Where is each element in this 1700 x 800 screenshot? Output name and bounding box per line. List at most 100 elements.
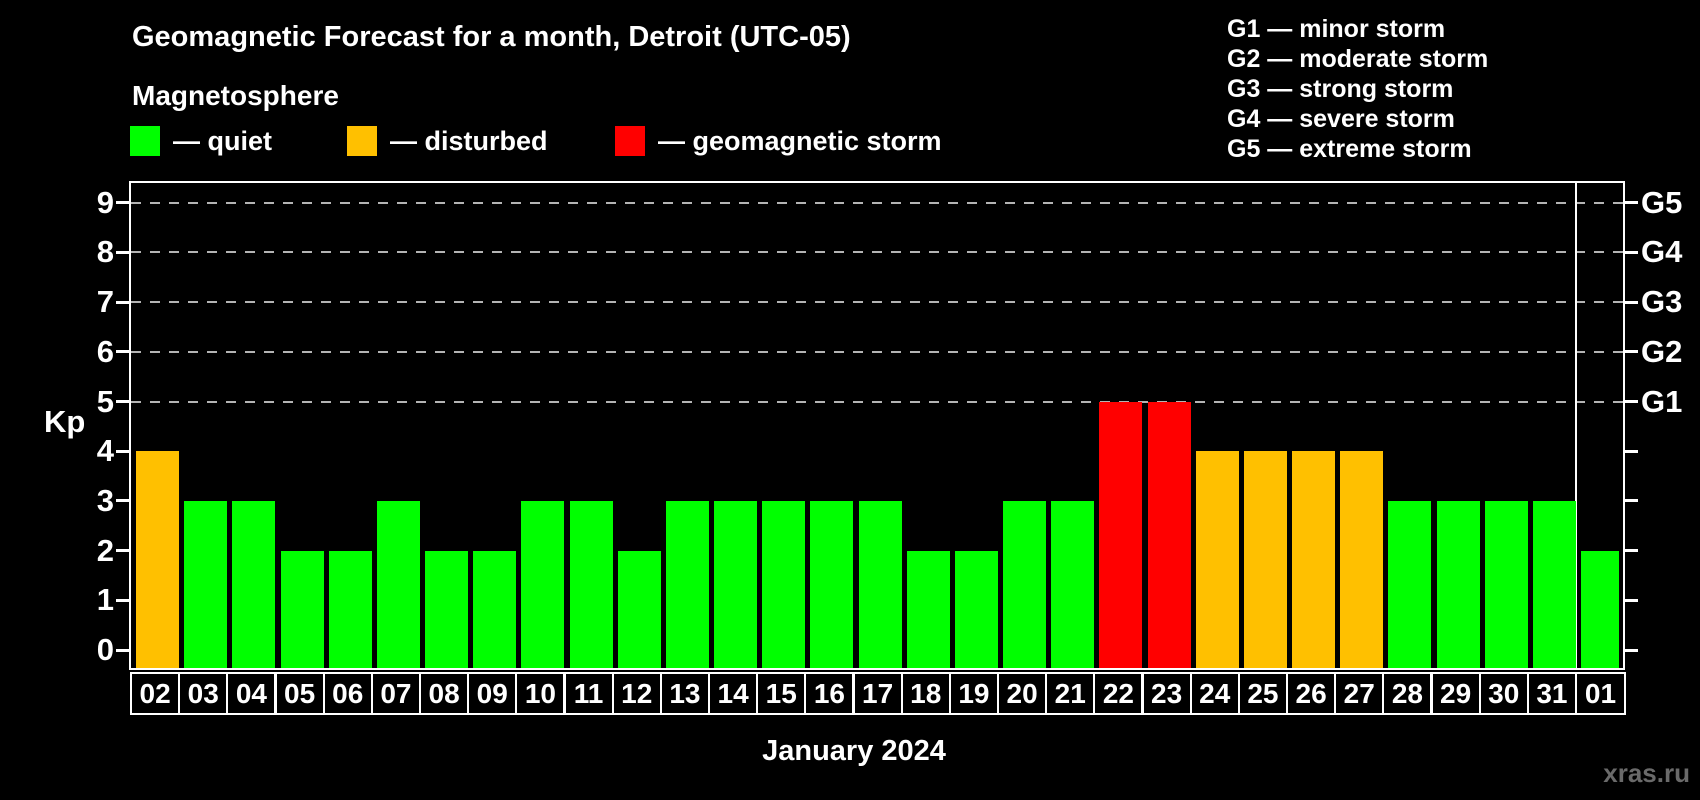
kp-bar-day-16 [810, 500, 854, 668]
day-label-cell: 01 [1575, 672, 1626, 715]
kp-bar-day-05 [280, 550, 324, 668]
day-label-cell: 04 [226, 672, 277, 715]
day-label-cell: 19 [948, 672, 999, 715]
y-tick-label: 0 [96, 632, 114, 667]
y-tick-label: 8 [96, 234, 114, 270]
right-axis-tick [1625, 499, 1638, 503]
right-axis-tick [1625, 201, 1638, 205]
day-label-cell: 25 [1237, 672, 1288, 715]
right-axis-tick [1625, 400, 1638, 403]
legend-heading: Magnetosphere [132, 80, 339, 111]
day-label-cell: 26 [1286, 672, 1337, 715]
y-axis-tick [116, 549, 129, 553]
g-scale-line: G5 — extreme storm [1227, 135, 1472, 163]
day-label-cell: 17 [852, 672, 903, 715]
gridline [131, 400, 1623, 403]
x-axis-month-label: January 2024 [762, 735, 946, 767]
gridline [131, 251, 1623, 254]
day-label-cell: 05 [274, 672, 325, 715]
kp-bar-day-04 [232, 500, 276, 668]
y-axis-tick [116, 350, 129, 354]
day-label-cell: 07 [370, 672, 421, 715]
chart-title: Geomagnetic Forecast for a month, Detroi… [132, 21, 851, 53]
y-axis-tick [116, 598, 129, 602]
y-tick-label: 4 [96, 433, 114, 469]
kp-bar-day-20 [1003, 500, 1047, 668]
gridline [131, 201, 1623, 204]
day-label-cell: 14 [708, 672, 759, 715]
kp-bar-day-01 [1581, 550, 1619, 668]
y-tick-label: 5 [96, 383, 114, 419]
y-axis-tick [116, 400, 129, 403]
day-label-cell: 23 [1141, 672, 1192, 715]
y-axis-tick [116, 499, 129, 503]
day-label-cell: 31 [1526, 672, 1577, 715]
y-tick-label: 1 [96, 582, 114, 618]
kp-bar-day-26 [1292, 451, 1336, 668]
kp-bar-day-31 [1532, 500, 1576, 668]
day-label-cell: 15 [756, 672, 807, 715]
kp-bar-day-11 [569, 500, 613, 668]
kp-bar-day-28 [1388, 500, 1432, 668]
legend-item-quiet: — quiet [130, 125, 272, 157]
right-axis-tick [1625, 598, 1638, 602]
g-scale-line: G3 — strong storm [1227, 75, 1454, 103]
right-axis-tick [1625, 549, 1638, 553]
legend-item-label: — geomagnetic storm [658, 125, 942, 156]
plot-area [129, 181, 1625, 670]
kp-bar-day-22 [1099, 401, 1143, 668]
g-axis-label-G4: G4 [1641, 234, 1683, 270]
day-label-cell: 22 [1093, 672, 1144, 715]
kp-bar-day-24 [1195, 451, 1239, 668]
day-label-cell: 16 [804, 672, 855, 715]
kp-bar-day-12 [617, 550, 661, 668]
kp-bar-day-17 [858, 500, 902, 668]
right-axis-tick [1625, 449, 1638, 453]
kp-bar-day-18 [906, 550, 950, 668]
day-label-cell: 13 [659, 672, 710, 715]
right-axis-tick [1625, 300, 1638, 304]
kp-bar-day-03 [184, 500, 228, 668]
day-label-cell: 03 [178, 672, 229, 715]
y-axis-tick [116, 449, 129, 453]
legend-item-label: — disturbed [390, 125, 548, 156]
right-axis-tick [1625, 648, 1638, 652]
gridline [131, 301, 1623, 304]
kp-bar-day-10 [521, 500, 565, 668]
g-scale-line: G2 — moderate storm [1227, 45, 1489, 73]
month-separator-line [1575, 183, 1577, 668]
day-label-cell: 02 [130, 672, 181, 715]
kp-bar-day-08 [425, 550, 469, 668]
watermark: xras.ru [1603, 758, 1690, 788]
kp-bar-day-29 [1436, 500, 1480, 668]
storm-swatch-icon [615, 126, 645, 156]
kp-bar-day-07 [376, 500, 420, 668]
y-tick-label: 9 [96, 184, 114, 220]
y-tick-label: 2 [96, 532, 114, 568]
day-label-cell: 08 [419, 672, 470, 715]
day-label-cell: 24 [1189, 672, 1240, 715]
day-label-cell: 28 [1382, 672, 1433, 715]
g-scale-line: G1 — minor storm [1227, 15, 1446, 43]
disturbed-swatch-icon [347, 126, 377, 156]
day-label-cell: 29 [1430, 672, 1481, 715]
y-tick-label: 7 [96, 284, 114, 320]
day-label-cell: 06 [322, 672, 373, 715]
g-axis-label-G3: G3 [1641, 284, 1683, 320]
kp-bar-day-09 [473, 550, 517, 668]
kp-bar-day-06 [328, 550, 372, 668]
kp-bar-day-23 [1147, 401, 1191, 668]
g-axis-label-G5: G5 [1641, 184, 1683, 220]
g-axis-label-G1: G1 [1641, 383, 1683, 419]
y-axis-label: Kp [44, 404, 86, 439]
day-label-cell: 12 [611, 672, 662, 715]
gridline [131, 350, 1623, 353]
legend-item-disturbed: — disturbed [347, 125, 548, 157]
day-label-cell: 18 [900, 672, 951, 715]
kp-bar-day-25 [1243, 451, 1287, 668]
day-label-cell: 27 [1334, 672, 1385, 715]
day-label-cell: 11 [563, 672, 614, 715]
quiet-swatch-icon [130, 126, 160, 156]
y-axis-tick [116, 648, 129, 652]
